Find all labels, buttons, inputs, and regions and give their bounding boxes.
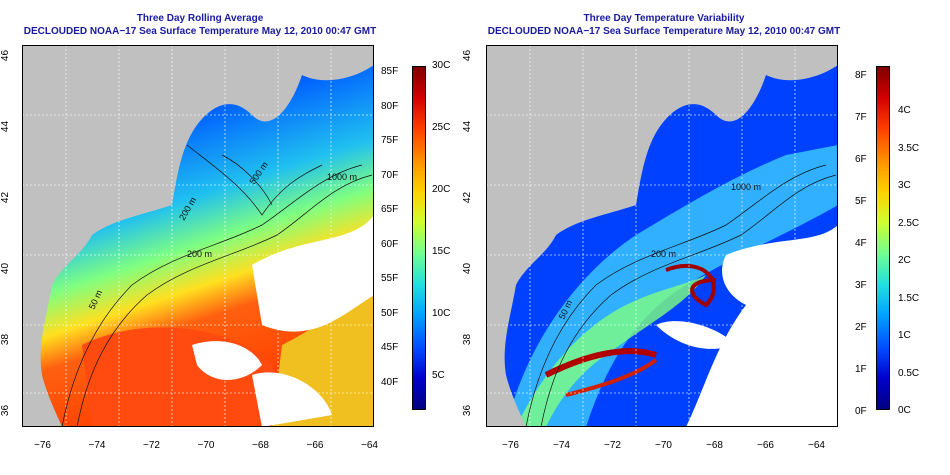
longitude-tick: −76 — [502, 440, 519, 451]
contour-label-2: 200 m — [187, 249, 212, 259]
colorbar-f-tick: 2F — [855, 322, 867, 333]
right-colorbar — [876, 66, 890, 410]
graticule — [22, 45, 374, 427]
cloud-mask-right-2 — [656, 321, 736, 349]
latitude-tick: 38 — [462, 333, 474, 346]
latitude-tick: 42 — [462, 191, 474, 204]
longitude-tick: −64 — [808, 440, 825, 451]
cloud-mask-1 — [252, 215, 374, 332]
left-panel-title: Three Day Rolling Average DECLOUDED NOAA… — [22, 12, 378, 38]
colorbar-c-tick: 25C — [432, 122, 451, 133]
colorbar-c-tick: 0C — [898, 405, 911, 416]
land-mass — [22, 45, 374, 427]
colorbar-c-tick: 2.5C — [898, 217, 920, 229]
longitude-tick: −66 — [306, 440, 324, 451]
longitude-tick: −66 — [757, 440, 774, 451]
colorbar-c-tick: 0.5C — [898, 367, 920, 379]
longitude-tick: −68 — [706, 440, 723, 451]
colorbar-f-tick: 3F — [855, 280, 867, 291]
sst-variability-map[interactable]: 200 m 50 m 1000 m — [486, 45, 838, 427]
left-title-line1: Three Day Rolling Average — [136, 13, 264, 24]
longitude-tick: −72 — [604, 440, 621, 451]
right-title-line2: DECLOUDED NOAA−17 Sea Surface Temperatur… — [487, 26, 841, 37]
longitude-tick: −72 — [143, 440, 160, 451]
land-mass-right — [486, 45, 838, 427]
colorbar-f-tick: 1F — [855, 364, 867, 375]
colorbar-c-tick: 20C — [432, 184, 451, 195]
colorbar-c-tick: 1.5C — [898, 292, 920, 304]
latitude-tick: 40 — [0, 262, 12, 275]
colorbar-f-tick: 0F — [855, 406, 867, 417]
contour-label-right-1: 200 m — [651, 249, 676, 259]
colorbar-f-tick: 85F — [381, 66, 399, 77]
colorbar-c-tick: 15C — [432, 246, 451, 257]
colorbar-f-tick: 45F — [381, 342, 399, 353]
colorbar-f-tick: 4F — [855, 238, 867, 249]
colorbar-f-tick: 40F — [381, 376, 399, 388]
latitude-tick: 36 — [462, 404, 474, 417]
sst-average-map[interactable]: 500 m 200 m 1000 m 50 m 200 m — [22, 45, 374, 427]
longitude-tick: −76 — [34, 440, 51, 451]
latitude-tick: 36 — [0, 404, 12, 417]
eddy-ring — [665, 263, 717, 308]
contour-label-3: 1000 m — [327, 172, 357, 182]
longitude-tick: −70 — [197, 440, 215, 451]
longitude-tick: −70 — [655, 440, 672, 451]
cloud-mask-right — [686, 225, 838, 427]
sst-average-map-svg: 500 m 200 m 1000 m 50 m 200 m — [22, 45, 374, 427]
colorbar-f-tick: 6F — [855, 154, 867, 165]
latitude-tick: 44 — [0, 120, 12, 133]
latitude-tick: 46 — [0, 49, 12, 62]
colorbar-f-tick: 55F — [381, 273, 399, 284]
map-frame-right — [486, 45, 838, 427]
left-colorbar — [412, 66, 426, 410]
right-panel-title: Three Day Temperature Variability DECLOU… — [486, 12, 842, 38]
colorbar-f-tick: 5F — [855, 196, 867, 207]
latitude-tick: 40 — [462, 262, 474, 275]
colorbar-c-tick: 2C — [898, 255, 911, 266]
latitude-tick: 42 — [0, 191, 12, 204]
frontal-zone-2 — [565, 358, 658, 397]
colorbar-f-tick: 70F — [381, 169, 399, 181]
latitude-tick: 46 — [462, 49, 474, 62]
colorbar-f-tick: 7F — [855, 112, 867, 123]
contour-label-right-3: 1000 m — [731, 182, 761, 192]
colorbar-f-tick: 75F — [381, 135, 399, 146]
colorbar-f-tick: 60F — [381, 238, 399, 250]
latitude-tick: 44 — [462, 120, 474, 133]
frontal-zone-1 — [544, 348, 657, 378]
sst-variability-map-svg: 200 m 50 m 1000 m — [486, 45, 838, 427]
longitude-tick: −64 — [361, 440, 378, 451]
cloud-mask-3 — [252, 372, 332, 427]
left-title-line2: DECLOUDED NOAA−17 Sea Surface Temperatur… — [23, 26, 377, 37]
colorbar-c-tick: 3C — [898, 180, 911, 191]
right-title-line1: Three Day Temperature Variability — [583, 13, 745, 24]
latitude-tick: 38 — [0, 333, 12, 346]
colorbar-f-tick: 80F — [381, 100, 399, 112]
colorbar-f-tick: 50F — [381, 307, 399, 319]
colorbar-c-tick: 5C — [432, 370, 445, 381]
longitude-tick: −74 — [553, 440, 570, 451]
colorbar-f-tick: 65F — [381, 204, 399, 215]
graticule-right — [486, 45, 838, 427]
longitude-tick: −74 — [88, 440, 106, 451]
colorbar-c-tick: 4C — [898, 105, 911, 116]
cloud-mask-2 — [192, 341, 262, 380]
colorbar-c-tick: 30C — [432, 60, 451, 71]
bathymetry-contours — [61, 144, 373, 427]
longitude-tick: −68 — [252, 440, 269, 451]
colorbar-f-tick: 8F — [855, 70, 867, 81]
bathymetry-contours-right — [525, 164, 837, 427]
colorbar-c-tick: 10C — [432, 308, 451, 319]
map-frame — [22, 45, 374, 427]
colorbar-c-tick: 3.5C — [898, 142, 920, 154]
colorbar-c-tick: 1C — [898, 330, 911, 341]
